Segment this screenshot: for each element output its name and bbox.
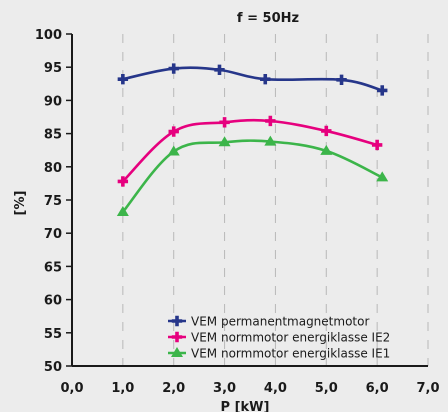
series-1 <box>117 63 388 96</box>
data-point <box>168 126 179 137</box>
x-tick-label: 7,0 <box>416 381 439 396</box>
series-line <box>121 118 378 183</box>
legend-marker <box>171 315 183 327</box>
legend-label: VEM permanentmagnetmotor <box>191 315 369 329</box>
data-point <box>321 125 332 137</box>
x-tick-label: 2,0 <box>162 381 185 396</box>
data-point <box>116 205 129 216</box>
legend-item: VEM normmotor energiklasse IE2 <box>168 331 390 345</box>
data-point <box>167 145 180 156</box>
y-tick-label: 90 <box>44 94 62 109</box>
y-tick-label: 70 <box>44 227 62 242</box>
legend: VEM permanentmagnetmotor VEM normmotor en… <box>168 315 390 361</box>
series-3 <box>116 135 389 216</box>
x-tick-label: 1,0 <box>111 381 134 396</box>
data-point <box>376 171 389 182</box>
x-tick-label: 3,0 <box>213 381 236 396</box>
y-tick-label: 50 <box>44 360 62 375</box>
x-ticks: 0,0 1,0 2,0 3,0 4,0 5,0 6,0 7,0 <box>60 381 439 396</box>
data-point <box>168 63 179 74</box>
chart-title: f = 50Hz <box>237 11 299 26</box>
y-tick-label: 75 <box>44 194 62 209</box>
y-axis-title: [%] <box>13 191 28 216</box>
data-point <box>214 64 225 76</box>
data-point <box>377 85 388 96</box>
y-ticks: 50 55 60 65 70 75 80 85 90 95 100 <box>35 28 72 375</box>
y-tick-label: 100 <box>35 28 62 43</box>
legend-label: VEM normmotor energiklasse IE2 <box>191 331 390 345</box>
x-tick-label: 4,0 <box>264 381 287 396</box>
x-tick-label: 6,0 <box>366 381 389 396</box>
y-tick-label: 85 <box>44 128 62 143</box>
y-tick-label: 65 <box>44 260 62 275</box>
series-2 <box>117 115 383 187</box>
x-axis-title: P [kW] <box>221 400 270 412</box>
y-tick-label: 60 <box>44 294 62 309</box>
data-point <box>264 135 277 146</box>
x-tick-label: 5,0 <box>315 381 338 396</box>
legend-label: VEM normmotor energiklasse IE1 <box>191 347 390 361</box>
legend-item: VEM permanentmagnetmotor <box>168 315 369 329</box>
legend-marker <box>171 347 183 357</box>
y-tick-label: 80 <box>44 161 62 176</box>
y-tick-label: 55 <box>44 327 62 342</box>
data-point <box>320 144 333 155</box>
x-tick-label: 0,0 <box>60 381 83 396</box>
legend-item: VEM normmotor energiklasse IE1 <box>168 347 390 361</box>
data-point <box>117 73 129 85</box>
data-point <box>219 117 230 128</box>
data-point <box>260 73 271 85</box>
series-line <box>121 139 383 213</box>
data-point <box>117 176 129 187</box>
y-tick-label: 95 <box>44 61 62 76</box>
data-point <box>218 136 231 147</box>
legend-marker <box>171 331 183 343</box>
data-point <box>371 139 383 151</box>
series-layer <box>116 63 389 216</box>
data-point <box>336 74 347 86</box>
data-point <box>265 115 276 127</box>
